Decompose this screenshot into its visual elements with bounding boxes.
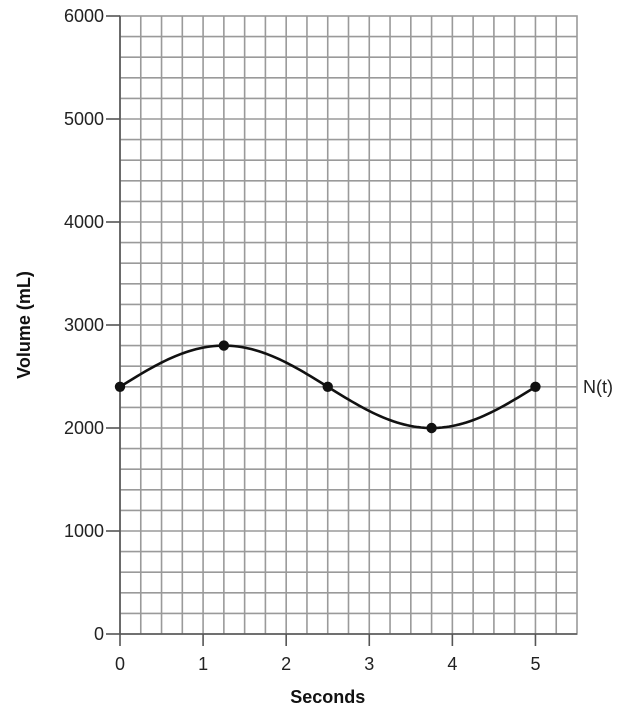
y-tick-label: 2000 <box>64 418 104 438</box>
x-tick-label: 2 <box>281 654 291 674</box>
y-tick-label: 1000 <box>64 521 104 541</box>
labels: Seconds Volume (mL) N(t) <box>14 271 613 707</box>
y-tick-label: 0 <box>94 624 104 644</box>
x-axis-title: Seconds <box>290 687 365 707</box>
data-point <box>530 381 541 392</box>
x-tick-label: 4 <box>447 654 457 674</box>
y-tick-label: 4000 <box>64 212 104 232</box>
data-point <box>218 340 230 351</box>
y-axis-title: Volume (mL) <box>14 271 34 379</box>
x-tick-label: 5 <box>530 654 540 674</box>
y-tick-label: 6000 <box>64 6 104 26</box>
data-point <box>426 422 437 434</box>
series <box>114 340 541 434</box>
series-label-n-t: N(t) <box>583 377 613 397</box>
data-point <box>114 381 126 392</box>
data-point <box>322 381 333 392</box>
x-tick-label: 3 <box>364 654 374 674</box>
tick-labels: 0 1000 2000 3000 4000 5000 6000 0 1 2 3 4 5 <box>64 6 541 674</box>
y-tick-label: 3000 <box>64 315 104 335</box>
x-tick-label: 1 <box>198 654 208 674</box>
x-tick-label: 0 <box>115 654 125 674</box>
grid <box>119 15 578 635</box>
y-tick-label: 5000 <box>64 109 104 129</box>
